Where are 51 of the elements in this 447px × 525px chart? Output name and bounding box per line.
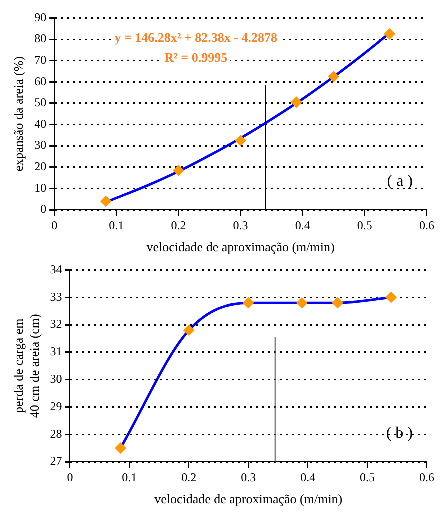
y-tick-label: 30 — [34, 138, 47, 152]
y-tick-label: 28 — [50, 426, 62, 441]
y-axis-title: expansão da areia (%) — [11, 56, 26, 172]
x-tick-label: 0.4 — [300, 470, 316, 484]
x-tick-label: 0.6 — [420, 218, 434, 232]
annotation: R² = 0.9995 — [164, 50, 228, 66]
y-tick-label: 33 — [50, 290, 62, 304]
y-tick-label: 50 — [34, 96, 47, 110]
y-tick-label: 20 — [34, 160, 47, 174]
x-tick-label: 0.2 — [182, 470, 197, 484]
y-tick-label: 32 — [50, 317, 62, 332]
x-tick-label: 0.3 — [241, 470, 256, 484]
point — [235, 135, 246, 146]
point — [173, 165, 184, 176]
point — [328, 71, 340, 82]
x-tick-label: 0.3 — [233, 218, 248, 232]
point — [296, 298, 308, 309]
point — [243, 298, 254, 309]
y-tick-label: 80 — [34, 32, 47, 46]
y-axis-title: perda de carga em 40 cm de areia (cm) — [11, 314, 42, 418]
point — [100, 196, 112, 207]
y-tick-label: 34 — [50, 262, 62, 276]
annotation: ( a ) — [387, 173, 413, 190]
x-axis-title: velocidade de aproximação (m/min) — [154, 492, 343, 507]
y-tick-label: 60 — [34, 74, 47, 88]
y-tick-label: 29 — [50, 399, 62, 414]
x-tick-label: 0.5 — [360, 470, 376, 484]
x-tick-label: 0.6 — [420, 470, 434, 484]
point — [115, 442, 126, 454]
y-tick-label: 90 — [34, 10, 47, 24]
x-tick-label: 0 — [67, 470, 74, 484]
x-tick-label: 0.1 — [122, 470, 138, 484]
y-tick-label: 30 — [50, 372, 62, 386]
annotation: y = 146.28x² + 82.38x - 4.2878 — [114, 30, 278, 46]
x-tick-label: 0.5 — [357, 218, 372, 232]
x-tick-label: 0.4 — [295, 218, 310, 232]
point — [184, 324, 195, 336]
x-tick-label: 0.1 — [109, 218, 124, 232]
y-tick-label: 31 — [50, 344, 62, 359]
y-tick-label: 10 — [34, 180, 47, 195]
y-tick-label: 27 — [50, 454, 62, 468]
point — [332, 298, 344, 309]
point — [291, 96, 302, 108]
x-tick-label: 0.2 — [171, 218, 186, 232]
x-axis-title: velocidade de aproximação (m/min) — [146, 240, 335, 255]
y-tick-label: 0 — [40, 202, 47, 216]
y-tick-label: 40 — [34, 116, 47, 131]
annotation: ( b ) — [386, 425, 413, 442]
point — [384, 28, 396, 40]
y-tick-label: 70 — [34, 52, 47, 67]
point — [386, 292, 397, 304]
